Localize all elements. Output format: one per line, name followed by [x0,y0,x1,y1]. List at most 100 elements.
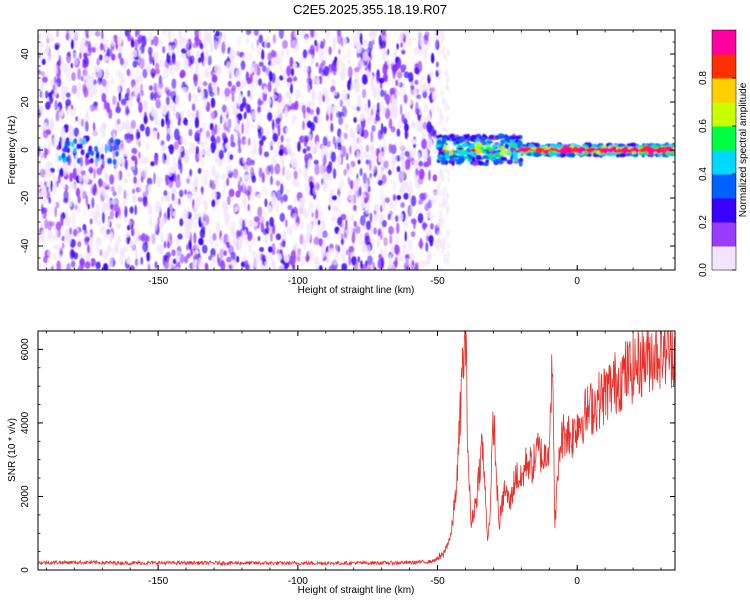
spectrogram-cell [400,42,403,48]
spectrogram-cell [442,197,446,204]
spectrogram-cell [71,72,76,81]
spectrogram-cell [45,129,52,135]
spectrogram-cell [242,231,247,240]
spectrogram-cell [79,46,83,53]
spectrogram-cell [345,152,349,161]
spectrogram-cell [425,242,429,253]
y-tick-label: 0 [20,567,31,573]
spectrogram-cell [309,44,315,56]
spectrogram-cell [356,106,361,112]
spectrogram-cell [267,98,272,105]
spectrogram-cell [420,84,425,93]
spectrogram-cell [225,241,231,249]
spectrogram-cell [121,146,128,153]
spectrogram-cell [359,168,363,176]
spectrogram-cell [163,67,169,79]
spectrogram-cell [115,223,122,229]
spectrogram-cell [304,210,308,217]
spectrogram-cell [165,174,170,186]
spectrogram-cell [378,152,382,163]
spectrogram-cell [372,261,375,270]
spectrogram-cell [464,156,469,160]
spectrogram-cell [73,127,80,137]
spectrogram-cell [443,69,447,76]
spectrogram-cell [509,146,517,152]
spectrogram-cell [417,212,424,224]
spectrogram-cell [264,127,269,135]
spectrogram-cell [216,135,221,144]
spectrogram-cell [113,144,118,151]
spectrogram-cell [225,61,231,70]
spectrogram-cell [360,112,365,122]
spectrogram-cell [388,253,392,263]
colorbar-band [712,78,736,103]
spectrogram-cell [626,143,633,147]
spectrogram-cell [671,144,675,149]
y-tick-label: -20 [20,190,31,205]
spectrogram-cell [137,196,144,203]
spectrogram-cell [53,180,58,191]
spectrogram-cell [291,39,298,49]
spectrogram-cell [264,260,269,267]
spectrogram-cell [38,118,41,130]
spectrogram-cell [367,255,373,266]
spectrogram-cell [480,136,486,142]
spectrogram-cell [436,245,440,251]
spectrogram-cell [314,39,317,47]
spectrogram-cell [47,250,52,257]
spectrogram-cell [39,149,43,162]
spectrogram-cell [311,212,315,218]
spectrogram-cell [271,259,276,269]
spectrogram-cell [247,203,250,212]
spectrogram-cell [254,146,258,156]
spectrogram-cell [352,138,358,148]
spectrogram-cell [137,257,140,268]
spectrogram-cell [106,145,111,152]
spectrogram-cell [171,44,176,55]
spectrogram-cell [330,122,334,133]
spectrogram-cell [104,193,109,201]
spectrogram-cell [370,145,377,157]
spectrogram-cell [145,126,151,137]
spectrogram-cell [68,196,73,207]
spectrogram-cell [376,238,381,249]
spectrogram-cell [270,145,274,151]
spectrogram-cell [485,159,490,163]
spectrogram-cell [379,89,385,98]
spectrogram-cell [263,151,270,158]
spectrogram-cell [173,141,179,150]
spectrogram-cell [75,116,78,122]
snr-panel: -150 -100 -50 0 0 2000 4000 6000 Height of str… [7,330,676,596]
spectrogram-cell [356,42,362,54]
spectrogram-cell [318,91,323,101]
spectrogram-cell [172,59,176,65]
spectrogram-cell [632,151,637,155]
spectrogram-cell [349,76,352,85]
spectrogram-cell [537,148,542,152]
spectrogram-cell [193,232,197,244]
spectrogram-cell [235,122,240,132]
snr-x-ticks: -150 -100 -50 0 [45,331,662,587]
spectrogram-cell [276,253,283,260]
spectrogram-cell [370,83,376,91]
spectrogram-cell [321,243,326,254]
spectrogram-cell [125,135,132,144]
spectrogram-cell [173,128,180,141]
spectrogram-cell [87,41,91,53]
spectrogram-cell [189,168,193,177]
spectrogram-cell [179,146,184,152]
spectrogram-cell [348,245,355,253]
spectrogram-cell [93,84,98,96]
spectrogram-cell [310,30,315,39]
spectrogram-cell [398,212,404,222]
spectrogram-cell [374,266,377,270]
spectrogram-cell [438,189,442,196]
spectrogram-cell [157,87,163,96]
spectrogram-cell [80,186,83,199]
spectrogram-cell [264,198,268,208]
spectrogram-cell [115,150,119,157]
spectrogram-cell [430,55,435,62]
spectrogram-cell [275,109,279,119]
spectrogram-cell [80,75,85,82]
spectrogram-cell [359,233,363,239]
